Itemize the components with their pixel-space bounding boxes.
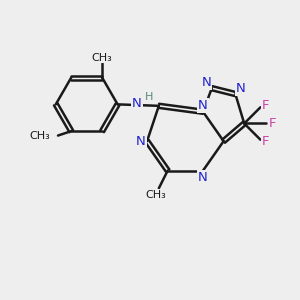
Text: N: N xyxy=(132,97,142,110)
Text: N: N xyxy=(136,135,146,148)
Text: N: N xyxy=(202,76,212,89)
Text: F: F xyxy=(262,99,269,112)
Text: CH₃: CH₃ xyxy=(145,190,166,200)
Text: H: H xyxy=(145,92,154,102)
Text: N: N xyxy=(198,99,208,112)
Text: CH₃: CH₃ xyxy=(92,52,112,63)
Text: F: F xyxy=(262,135,269,148)
Text: CH₃: CH₃ xyxy=(29,131,50,141)
Text: N: N xyxy=(198,171,208,184)
Text: F: F xyxy=(269,117,277,130)
Text: N: N xyxy=(236,82,246,95)
